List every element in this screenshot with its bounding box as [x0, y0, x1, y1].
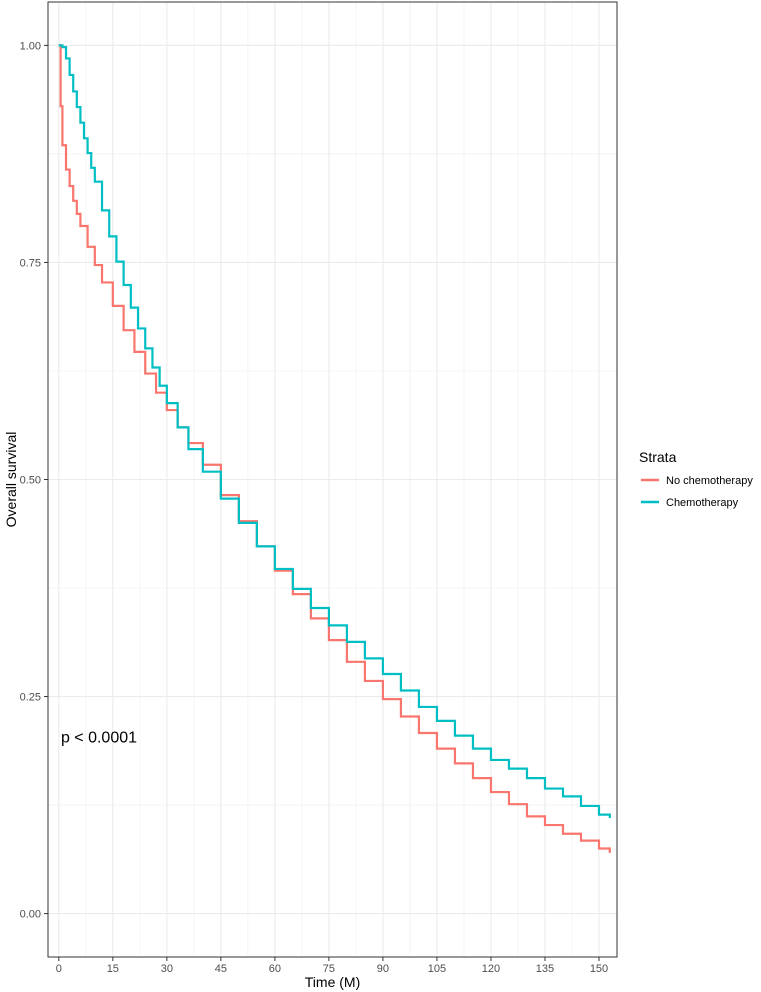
y-axis-title: Overall survival [3, 432, 19, 528]
x-tick-label: 105 [428, 963, 446, 975]
x-axis-title: Time (M) [305, 974, 360, 990]
x-tick-label: 45 [215, 963, 227, 975]
series-group [58, 44, 611, 853]
y-tick-label: 1.00 [20, 40, 41, 52]
legend: Strata No chemotherapy Chemotherapy [639, 449, 753, 509]
x-tick-label: 90 [377, 963, 389, 975]
x-tick-label: 150 [590, 963, 608, 975]
legend-label-0: No chemotherapy [666, 475, 753, 487]
x-tick-label: 30 [161, 963, 173, 975]
y-tick-label: 0.75 [20, 257, 41, 269]
y-tick-label: 0.00 [20, 909, 41, 921]
legend-title: Strata [639, 449, 677, 465]
axes-group: 0 15 30 45 60 75 90 105 120 135 150 0.00 0.25 0.50 0.7… [20, 40, 609, 975]
x-tick-label: 75 [323, 963, 335, 975]
legend-label-1: Chemotherapy [666, 497, 739, 509]
y-tick-label: 0.25 [20, 692, 41, 704]
x-tick-label: 135 [536, 963, 554, 975]
p-value-annotation: p < 0.0001 [61, 730, 137, 747]
y-tick-label: 0.50 [20, 475, 41, 487]
x-tick-label: 60 [269, 963, 281, 975]
x-tick-label: 0 [56, 963, 62, 975]
x-tick-label: 120 [482, 963, 500, 975]
series-line-1 [58, 44, 611, 819]
x-tick-label: 15 [107, 963, 119, 975]
